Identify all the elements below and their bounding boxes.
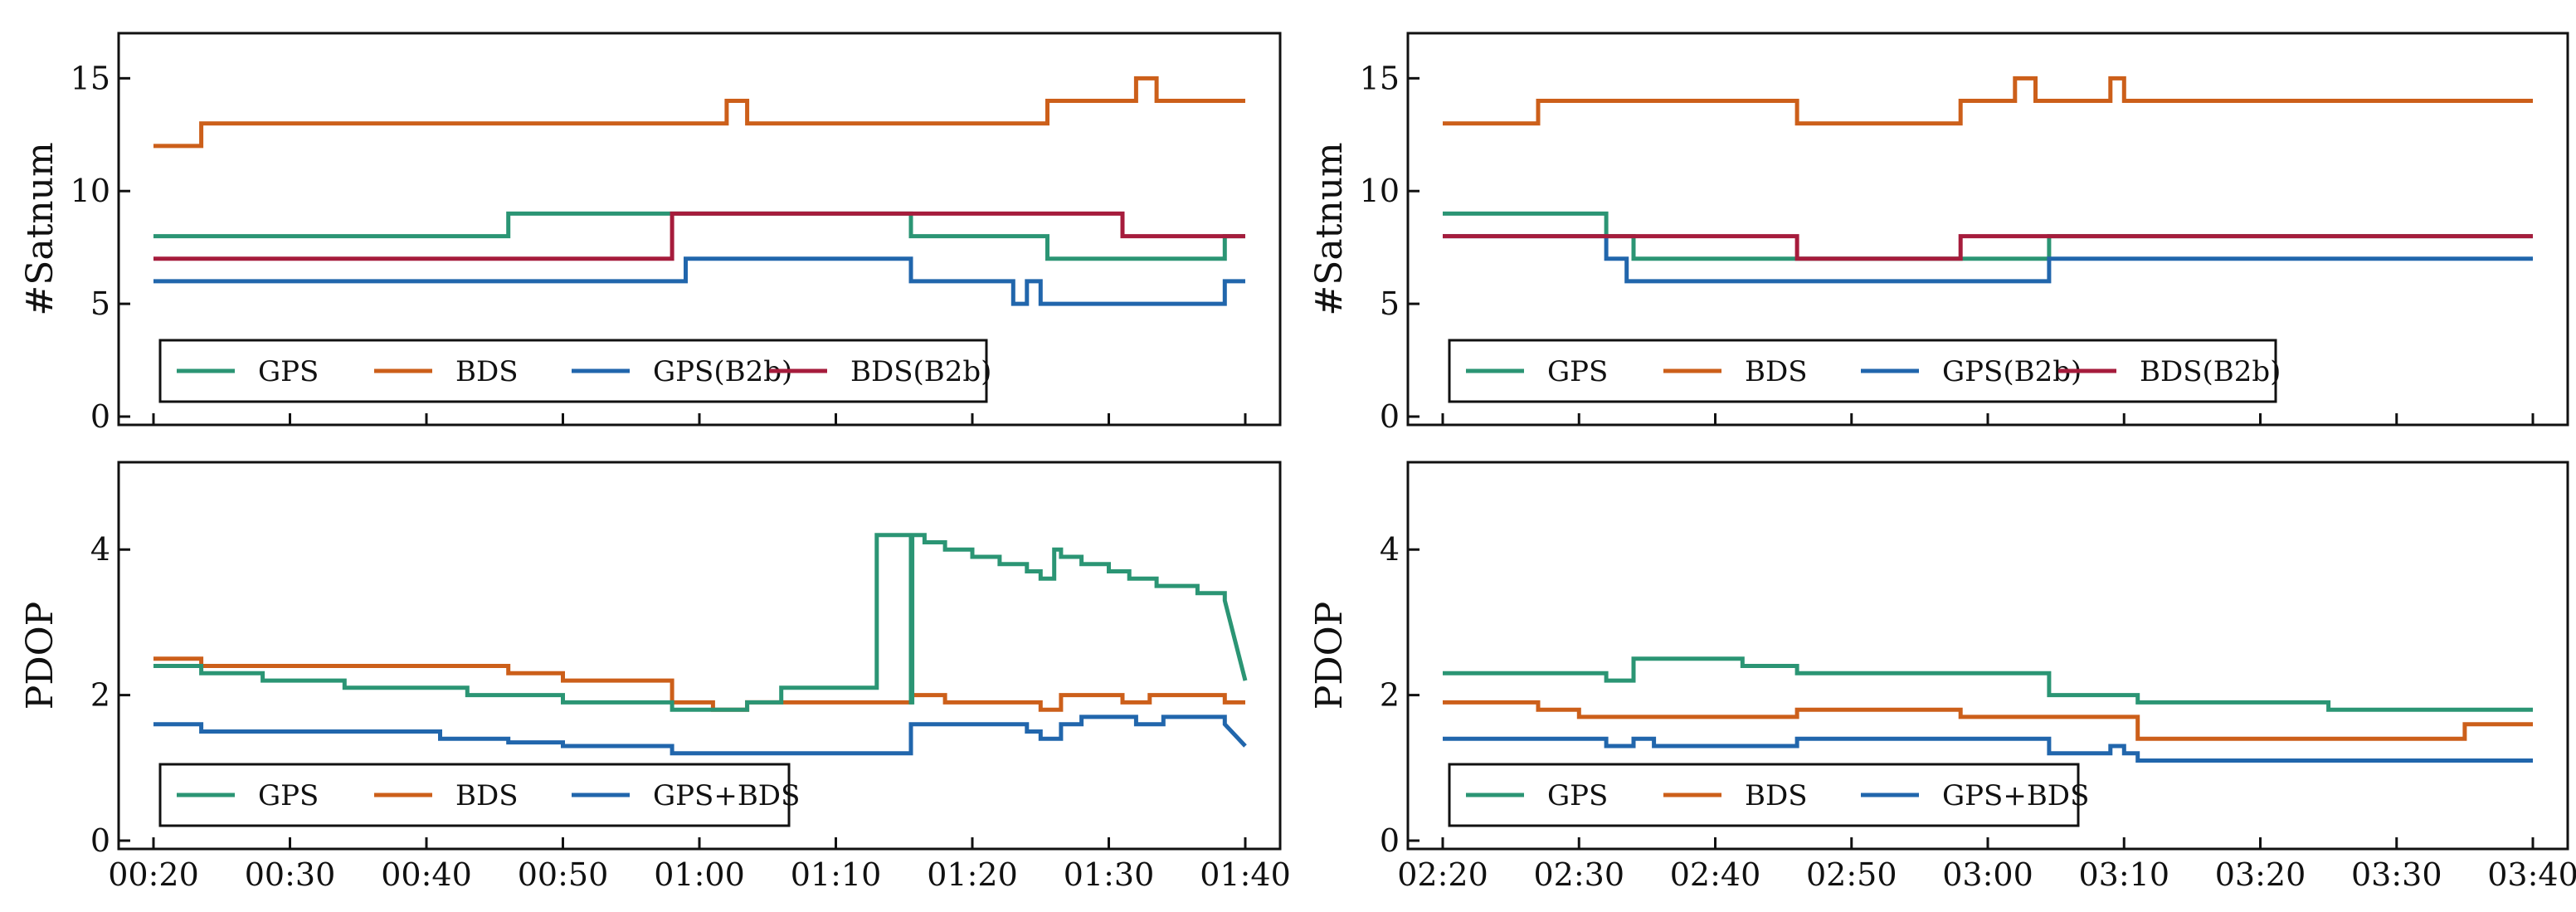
x-tick-label: 02:30 bbox=[1533, 856, 1624, 893]
x-tick-label: 03:30 bbox=[2351, 856, 2442, 893]
y-tick-label: 5 bbox=[90, 285, 110, 322]
series-line-gps-b2b- bbox=[1443, 234, 2533, 284]
y-axis-label: PDOP bbox=[19, 602, 61, 710]
y-tick-label: 5 bbox=[1380, 285, 1400, 322]
legend-label: BDS bbox=[1745, 355, 1808, 388]
y-tick-label: 0 bbox=[1380, 398, 1400, 435]
x-tick-label: 00:50 bbox=[518, 856, 609, 893]
series-line-bds-b2b- bbox=[1443, 234, 2533, 261]
series-line-gps bbox=[1443, 656, 2533, 712]
x-tick-label: 01:40 bbox=[1200, 856, 1291, 893]
y-tick-label: 0 bbox=[90, 398, 110, 435]
legend: GPS BDS GPS+BDS bbox=[1448, 763, 2089, 827]
y-axis-label: #Satnum bbox=[19, 142, 61, 315]
series-line-gps bbox=[153, 533, 1248, 712]
legend-label: GPS+BDS bbox=[1942, 779, 2089, 812]
legend-box bbox=[158, 763, 791, 827]
legend-label: GPS bbox=[1547, 779, 1608, 812]
x-tick-label: 03:20 bbox=[2215, 856, 2306, 893]
series-line-gps-bds bbox=[1443, 736, 2533, 763]
y-axis-label: #Satnum bbox=[1308, 142, 1351, 315]
legend-label: BDS bbox=[1745, 779, 1808, 812]
series-line-bds-b2b- bbox=[153, 211, 1245, 261]
legend: GPS BDS GPS(B2b) BDS(B2b) bbox=[1448, 339, 2281, 403]
x-tick-label: 03:40 bbox=[2487, 856, 2576, 893]
legend-label: GPS+BDS bbox=[653, 779, 800, 812]
y-tick-label: 4 bbox=[1380, 531, 1400, 568]
x-tick-label: 00:40 bbox=[381, 856, 472, 893]
legend: GPS BDS GPS(B2b) BDS(B2b) bbox=[158, 339, 991, 403]
x-tick-label: 03:00 bbox=[1942, 856, 2033, 893]
x-tick-label: 00:30 bbox=[245, 856, 336, 893]
y-tick-label: 0 bbox=[1380, 822, 1400, 859]
legend-box bbox=[1448, 763, 2080, 827]
legend-label: BDS(B2b) bbox=[850, 355, 991, 388]
y-axis-label: PDOP bbox=[1308, 602, 1351, 710]
legend-label: GPS bbox=[258, 779, 319, 812]
series-line-gps-b2b- bbox=[153, 256, 1245, 306]
legend-label: BDS bbox=[455, 355, 519, 388]
x-tick-label: 02:20 bbox=[1397, 856, 1488, 893]
series-line-bds bbox=[1443, 76, 2533, 126]
x-tick-label: 01:00 bbox=[654, 856, 745, 893]
series-line-bds bbox=[153, 76, 1245, 149]
panel-bottom-right: 0 2 4 02:20 02:30 02:40 02:50 03:00 03:10 03:20 03… bbox=[1308, 461, 2576, 893]
y-tick-label: 15 bbox=[71, 60, 110, 96]
legend-label: BDS(B2b) bbox=[2140, 355, 2281, 388]
y-tick-label: 0 bbox=[90, 822, 110, 859]
series-line-gps bbox=[153, 211, 1245, 261]
x-tick-label: 03:10 bbox=[2078, 856, 2169, 893]
legend-label: GPS bbox=[1547, 355, 1608, 388]
x-tick-label: 01:20 bbox=[927, 856, 1018, 893]
legend-label: GPS bbox=[258, 355, 319, 388]
x-tick-label: 02:40 bbox=[1670, 856, 1761, 893]
panel-bottom-left: 0 2 4 00:20 00:30 00:40 00:50 01:00 01:10 01:20 01… bbox=[19, 461, 1291, 893]
legend-label: BDS bbox=[455, 779, 519, 812]
y-tick-label: 2 bbox=[1380, 677, 1400, 714]
series-line-bds bbox=[153, 656, 1245, 712]
series-line-gps-bds bbox=[153, 714, 1247, 756]
y-tick-label: 15 bbox=[1360, 60, 1400, 96]
series-line-bds bbox=[1443, 700, 2533, 741]
x-tick-label: 02:50 bbox=[1806, 856, 1897, 893]
series-line-gps bbox=[1443, 211, 2533, 261]
y-tick-label: 10 bbox=[1360, 173, 1400, 209]
legend: GPS BDS GPS+BDS bbox=[158, 763, 800, 827]
x-tick-label: 00:20 bbox=[108, 856, 199, 893]
y-tick-label: 10 bbox=[71, 173, 110, 209]
y-tick-label: 4 bbox=[90, 531, 110, 568]
y-tick-label: 2 bbox=[90, 677, 110, 714]
x-tick-label: 01:30 bbox=[1064, 856, 1155, 893]
x-tick-label: 01:10 bbox=[791, 856, 882, 893]
